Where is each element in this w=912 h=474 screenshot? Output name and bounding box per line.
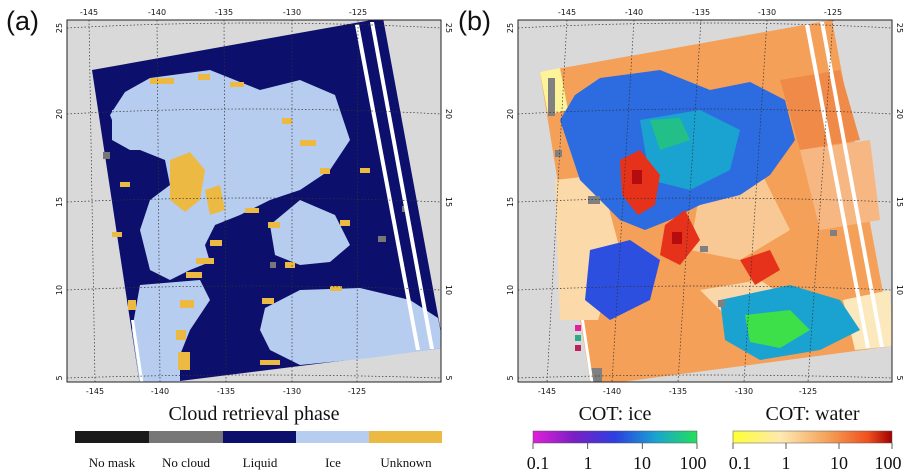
panel-b-lon-top-1: -145: [558, 8, 576, 17]
panel-b-lat-left-4: 10: [506, 285, 515, 295]
panel-b-lat-right-3: 15: [895, 197, 904, 207]
panel-a-phase-legend: [75, 431, 442, 443]
panel-a-lat-right-2: 20: [444, 109, 453, 119]
panel-a-lon-top-3: -135: [215, 8, 233, 17]
panel-b-lon-bottom-1: -145: [538, 387, 556, 396]
panel-a-lat-left-3: 15: [55, 197, 64, 207]
panel-b-lat-left-1: 25: [506, 23, 515, 33]
legend-label-no-cloud: No cloud: [161, 455, 211, 470]
panel-a-lat-right-4: 10: [444, 285, 453, 295]
cot-water-title: COT: water: [765, 403, 860, 425]
panel-a-frame: [66, 19, 442, 383]
legend-swatch-no-mask: [75, 431, 149, 443]
cot-water-gradient: [732, 430, 893, 444]
legend-swatch-liquid: [223, 431, 296, 443]
panel-b-edge-pixels: [575, 325, 581, 351]
panel-a-graticule: [66, 19, 442, 383]
panel-a-lat-left-4: 10: [55, 285, 64, 295]
cot-ice-title: COT: ice: [578, 403, 652, 425]
panel-a-lat-left-2: 20: [55, 109, 64, 119]
panel-b-lon-bottom-5: -125: [799, 387, 817, 396]
panel-b-lon-bottom-2: -140: [603, 387, 621, 396]
panel-b-lon-top-5: -125: [824, 8, 842, 17]
cot-water-tick-3: 100: [874, 453, 902, 473]
panel-b-label: (b): [458, 6, 491, 36]
panel-b-lon-bottom-4: -130: [735, 387, 753, 396]
panel-b-lat-right-1: 25: [895, 23, 904, 33]
panel-b-tick-labels: -145 -140 -135 -130 -125 -145 -140 -135 …: [506, 8, 904, 396]
legend-swatch-unknown: [369, 431, 442, 443]
panel-b-lat-right-4: 10: [895, 285, 904, 295]
panel-b-ice-green-patch: [745, 310, 810, 348]
panel-b-lon-top-3: -135: [692, 8, 710, 17]
panel-a-ice-region-south: [260, 288, 441, 365]
panel-b-lon-bottom-3: -135: [669, 387, 687, 396]
panel-b-lon-top-2: -140: [625, 8, 643, 17]
cot-ice-tick-3: 100: [679, 453, 707, 473]
cot-water-tick-1: 1: [781, 453, 791, 473]
panel-b-frame: [517, 19, 893, 383]
cot-water-tick-0: 0.1: [728, 453, 752, 473]
panel-a-tick-labels: -145 -140 -135 -130 -125 -145 -140 -135 …: [55, 8, 453, 396]
panel-a-lon-bottom-5: -125: [348, 387, 366, 396]
cot-ice-colorbar: [532, 430, 698, 449]
panel-a-ice-region-central: [270, 200, 350, 265]
panel-a-lat-left-5: 5: [55, 375, 64, 380]
panel-a-lon-top-2: -140: [148, 8, 166, 17]
panel-b-lat-left-3: 15: [506, 197, 515, 207]
legend-label-unknown: Unknown: [380, 455, 432, 470]
panel-a-lon-bottom-3: -135: [217, 387, 235, 396]
panel-a-lon-top-4: -130: [283, 8, 301, 17]
panel-b-lat-right-2: 20: [895, 109, 904, 119]
panel-b-map: [517, 19, 893, 383]
panel-a-map: [66, 19, 442, 383]
panel-a-scan-gaps: [131, 22, 434, 382]
panel-b-lon-top-4: -130: [758, 8, 776, 17]
panel-a-title: Cloud retrieval phase: [168, 403, 340, 425]
cot-ice-tick-2: 10: [633, 453, 651, 473]
cot-ice-tick-0: 0.1: [526, 453, 550, 473]
legend-swatch-ice: [296, 431, 369, 443]
legend-label-ice: Ice: [325, 455, 341, 470]
panel-a-lat-right-3: 15: [444, 197, 453, 207]
legend-label-no-mask: No mask: [88, 455, 136, 470]
panel-a-lat-left-1: 25: [55, 23, 64, 33]
cot-ice-gradient: [532, 430, 698, 444]
panel-a-label: (a): [6, 6, 39, 36]
panel-b-ice-region-southwest: [585, 240, 660, 320]
panel-a-lon-bottom-2: -140: [151, 387, 169, 396]
cot-ice-tick-1: 1: [583, 453, 593, 473]
cot-water-colorbar: [732, 430, 893, 449]
panel-b-lat-left-2: 20: [506, 109, 515, 119]
panel-a-lon-bottom-1: -145: [86, 387, 104, 396]
panel-b-graticule: [517, 19, 893, 383]
legend-swatch-no-cloud: [149, 431, 223, 443]
panel-a-ice-region-west: [112, 108, 158, 150]
panel-a-unknown-pixels: [112, 74, 370, 370]
panel-a-lon-bottom-4: -130: [283, 387, 301, 396]
panel-b-no-cloud-pixels: [548, 78, 837, 382]
cot-water-tick-2: 10: [830, 453, 848, 473]
legend-label-liquid: Liquid: [242, 455, 278, 470]
panel-a-lon-top-1: -145: [80, 8, 98, 17]
panel-b-lat-left-5: 5: [506, 375, 515, 380]
panel-a-lat-right-5: 5: [444, 375, 453, 380]
panel-a-lon-top-5: -125: [349, 8, 367, 17]
panel-b-lat-right-5: 5: [895, 375, 904, 380]
panel-a-lat-right-1: 25: [444, 23, 453, 33]
